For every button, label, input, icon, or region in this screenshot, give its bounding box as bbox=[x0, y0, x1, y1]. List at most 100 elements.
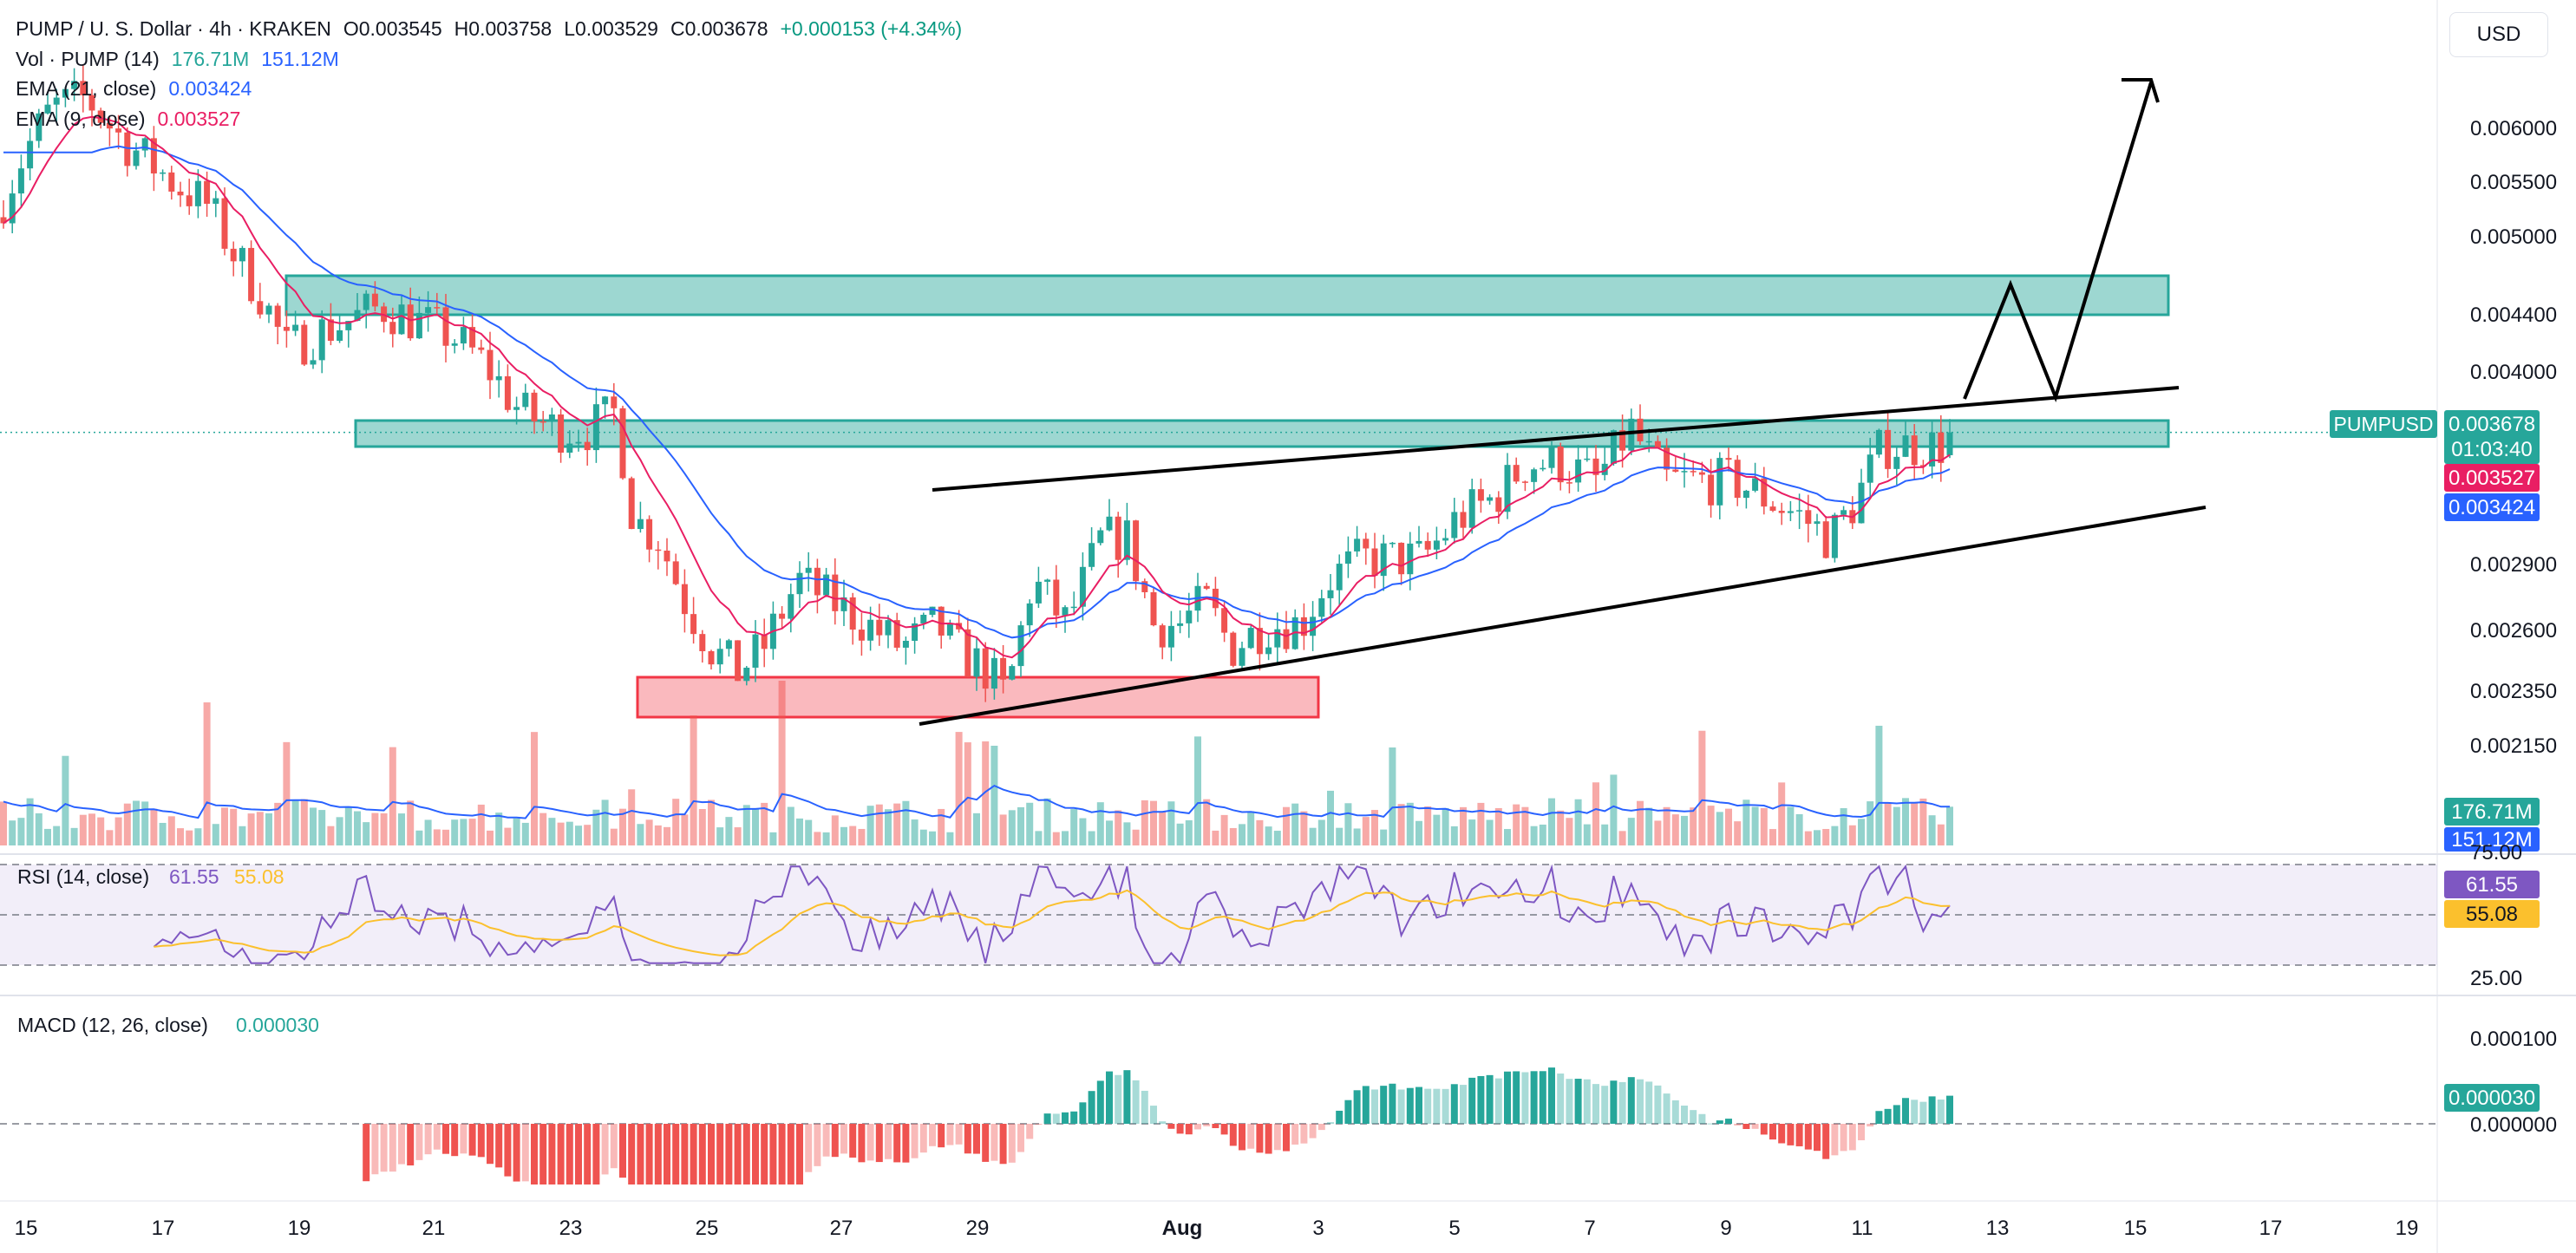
macd-bar bbox=[885, 1124, 892, 1159]
candle-body bbox=[1318, 597, 1325, 617]
time-tick-label: 3 bbox=[1312, 1217, 1324, 1240]
currency-button[interactable]: USD bbox=[2449, 12, 2548, 57]
macd-bar bbox=[1637, 1079, 1644, 1124]
candle-body bbox=[602, 396, 609, 405]
candle-body bbox=[1725, 458, 1732, 460]
candle-body bbox=[1167, 625, 1174, 648]
macd-bar bbox=[1486, 1074, 1494, 1124]
candle-body bbox=[1283, 629, 1290, 649]
macd-bar bbox=[1265, 1124, 1272, 1154]
candle-body bbox=[1778, 511, 1785, 513]
macd-bar bbox=[521, 1124, 529, 1182]
macd-bar bbox=[1176, 1124, 1184, 1134]
ema9-badge-text: 0.003527 bbox=[2449, 467, 2535, 490]
time-tick-label: 15 bbox=[15, 1217, 38, 1240]
volume-bar bbox=[637, 824, 644, 845]
candle-body bbox=[1274, 629, 1281, 648]
volume-bar bbox=[769, 832, 777, 845]
macd-bar bbox=[1239, 1124, 1246, 1151]
volume-bar bbox=[725, 817, 733, 845]
candle-body bbox=[548, 414, 555, 422]
volume-bar bbox=[849, 826, 857, 845]
candle-body bbox=[345, 321, 352, 330]
candle-body bbox=[699, 634, 706, 651]
candle-body bbox=[1070, 606, 1077, 609]
candle-body bbox=[257, 301, 264, 315]
macd-bar bbox=[1106, 1071, 1113, 1124]
time-tick-label: 21 bbox=[422, 1217, 446, 1240]
volume-bar bbox=[1751, 806, 1759, 845]
volume-bar bbox=[1583, 824, 1591, 845]
volume-bar bbox=[1831, 826, 1839, 845]
macd-bar bbox=[1822, 1124, 1830, 1159]
candle-body bbox=[725, 640, 732, 649]
volume-bar bbox=[1415, 820, 1422, 845]
macd-bar bbox=[1389, 1083, 1396, 1124]
volume-bar bbox=[1548, 798, 1555, 845]
macd-tick-label: 0.000100 bbox=[2470, 1028, 2557, 1051]
volume-bar bbox=[531, 732, 538, 845]
macd-bar bbox=[1362, 1086, 1370, 1124]
price-tick-label: 0.006000 bbox=[2470, 117, 2557, 140]
volume-bar bbox=[354, 811, 361, 845]
macd-bar bbox=[1424, 1088, 1432, 1124]
candle-body bbox=[212, 198, 219, 205]
macd-bar bbox=[1681, 1106, 1688, 1124]
candle-body bbox=[1938, 432, 1945, 463]
macd-bar bbox=[1415, 1087, 1422, 1124]
macd-bar bbox=[681, 1124, 689, 1184]
volume-ma-value: 151.12M bbox=[261, 48, 339, 70]
candle-body bbox=[1062, 607, 1069, 616]
macd-bar bbox=[389, 1124, 396, 1172]
volume-bar bbox=[371, 812, 379, 845]
macd-badge-text: 0.000030 bbox=[2449, 1087, 2535, 1110]
volume-bar bbox=[1946, 806, 1953, 845]
volume-bar bbox=[1043, 798, 1051, 845]
volume-bar bbox=[1681, 815, 1688, 845]
volume-bar bbox=[1283, 806, 1290, 845]
volume-bar bbox=[1088, 831, 1095, 845]
macd-bar bbox=[1070, 1111, 1078, 1124]
macd-bar bbox=[1008, 1124, 1016, 1163]
volume-bar bbox=[487, 830, 494, 845]
volume-bar bbox=[866, 806, 874, 845]
macd-bar bbox=[1654, 1085, 1662, 1124]
volume-bar bbox=[787, 806, 794, 845]
candle-body bbox=[221, 198, 228, 249]
volume-legend: Vol · PUMP (14) 176.71M 151.12M bbox=[16, 48, 351, 71]
candle-body bbox=[1053, 579, 1060, 616]
macd-bar bbox=[1026, 1124, 1034, 1139]
macd-bar bbox=[999, 1124, 1007, 1165]
macd-bar bbox=[690, 1124, 697, 1184]
volume-bar bbox=[186, 830, 193, 845]
volume-bar bbox=[1663, 806, 1670, 845]
time-tick-label: 9 bbox=[1720, 1217, 1731, 1240]
macd-bar bbox=[1150, 1106, 1157, 1124]
candle-body bbox=[150, 138, 157, 174]
ema21-label: EMA (21, close) bbox=[16, 77, 157, 100]
macd-bar bbox=[1017, 1124, 1024, 1152]
volume-bar bbox=[300, 799, 308, 845]
candle-body bbox=[1150, 591, 1157, 626]
volume-label: Vol · PUMP (14) bbox=[16, 48, 160, 70]
candle-body bbox=[964, 629, 971, 677]
volume-bar bbox=[415, 830, 423, 845]
candle-body bbox=[1035, 581, 1042, 604]
macd-bar bbox=[822, 1124, 830, 1157]
candle-body bbox=[1531, 469, 1538, 482]
candle-body bbox=[115, 128, 122, 133]
volume-bar bbox=[566, 821, 573, 845]
volume-bar bbox=[133, 800, 140, 845]
candle-body bbox=[1540, 467, 1546, 470]
candle-body bbox=[982, 648, 989, 689]
volume-bar bbox=[513, 818, 520, 845]
macd-bar bbox=[1494, 1078, 1502, 1124]
volume-bar bbox=[1256, 819, 1264, 845]
macd-bar bbox=[363, 1124, 370, 1182]
candle-body bbox=[1919, 465, 1926, 467]
macd-bar bbox=[1203, 1124, 1211, 1126]
candle-body bbox=[478, 347, 485, 350]
candle-body bbox=[133, 150, 140, 166]
macd-bar bbox=[1079, 1102, 1087, 1124]
